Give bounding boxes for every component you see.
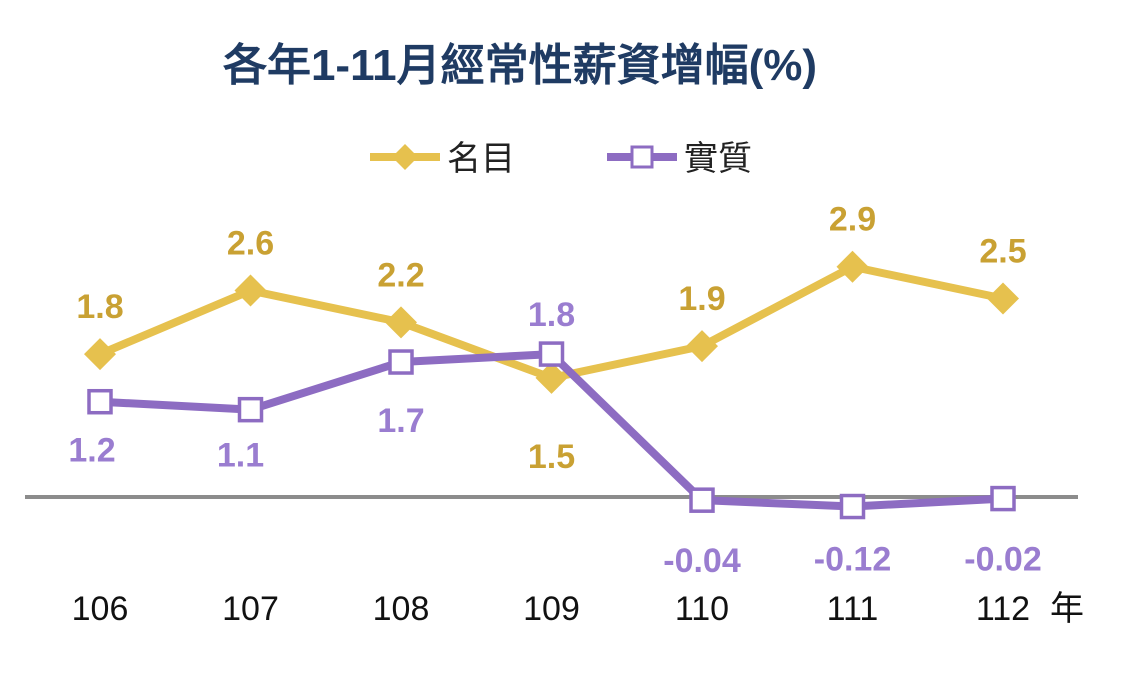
data-label: 2.6 [227,225,274,263]
real-point [388,349,414,375]
legend-real-marker [630,145,654,169]
real-point [689,487,715,513]
legend-nominal-marker [392,144,418,170]
nominal-point [234,274,267,307]
real-point [87,388,113,415]
legend-nominal-label: 名目 [447,140,515,178]
nominal-point [385,306,417,339]
real-point [990,485,1016,512]
x-tick-label: 108 [373,590,430,628]
data-label: 1.8 [528,296,575,334]
x-tick-label: 109 [523,590,580,628]
nominal-point [987,282,1019,315]
real-point [839,493,866,520]
x-unit-label: 年 [1050,590,1084,628]
data-label: -0.02 [964,541,1042,579]
nominal-point [84,338,116,371]
data-label: 2.2 [377,256,424,294]
data-label: 1.8 [76,288,123,326]
data-label: -0.12 [814,541,892,579]
data-label: 1.7 [377,402,424,440]
data-label: 2.9 [829,201,876,239]
legend: 名目 實質 [370,140,752,178]
real-point [237,396,264,423]
data-label: 1.1 [217,437,264,475]
x-tick-label: 111 [827,590,879,628]
nominal-point [686,330,718,363]
real-point [538,341,565,367]
x-tick-label: 110 [675,590,729,628]
x-tick-label: 106 [72,590,129,628]
nominal-point [836,250,869,283]
nominal-point [535,361,568,394]
chart-title: 各年1-11月經常性薪資增幅(%) [223,41,817,90]
legend-real-label: 實質 [684,140,752,178]
data-label: 1.9 [678,280,725,318]
x-tick-label: 107 [222,590,279,628]
data-label: 1.2 [68,432,115,470]
data-label: -0.04 [663,542,741,580]
x-tick-label: 112 [976,590,1030,628]
data-label: 2.5 [979,233,1026,271]
data-label: 1.5 [528,438,575,476]
